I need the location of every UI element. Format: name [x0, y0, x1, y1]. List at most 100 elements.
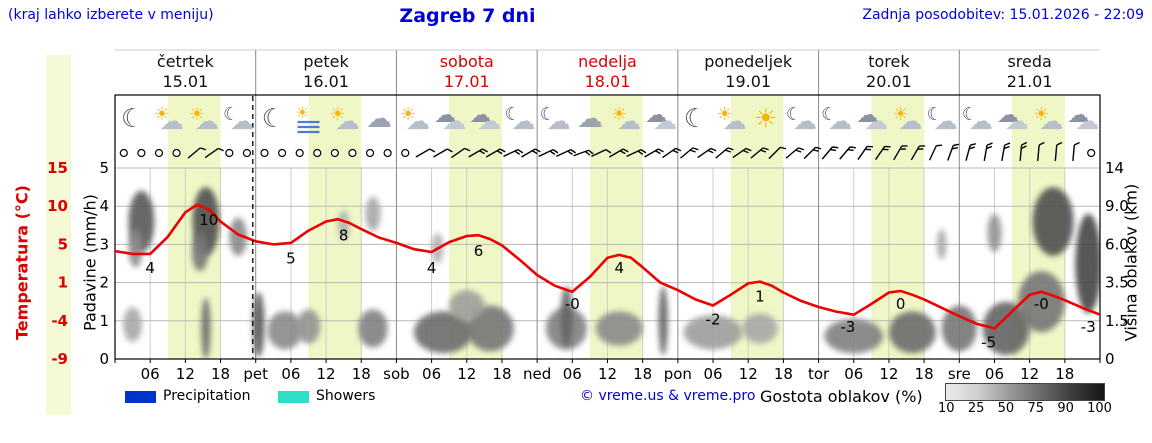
moon-cloud-icon: ☾☁: [786, 104, 817, 135]
svg-text:16.01: 16.01: [303, 72, 349, 91]
svg-text:18: 18: [492, 365, 511, 383]
svg-text:06: 06: [281, 365, 300, 383]
svg-text:☁: ☁: [645, 103, 667, 128]
cloud-density-legend-title: Gostota oblakov (%): [760, 387, 923, 406]
density-tick: 10: [938, 401, 955, 416]
svg-text:nedelja: nedelja: [578, 52, 637, 71]
svg-text:12: 12: [879, 365, 898, 383]
svg-text:0: 0: [1105, 350, 1115, 368]
cloud-height-tick-labels: 14 9.0 6.0 3.5 1.5 0: [1105, 159, 1129, 368]
svg-text:ponedeljek: ponedeljek: [704, 52, 793, 71]
svg-text:☾: ☾: [927, 104, 943, 125]
svg-text:☁: ☁: [969, 107, 993, 135]
svg-text:☁: ☁: [336, 107, 360, 135]
svg-text:17.01: 17.01: [444, 72, 490, 91]
sun-cloud-icon: ☀☁: [189, 104, 219, 135]
svg-text:☾: ☾: [540, 104, 556, 125]
svg-text:☁: ☁: [406, 107, 430, 135]
density-tick: 90: [1057, 401, 1074, 416]
moon-icon: ☾: [121, 104, 144, 134]
svg-text:18: 18: [774, 365, 793, 383]
svg-text:☁: ☁: [617, 107, 641, 135]
svg-text:5: 5: [99, 159, 109, 177]
menu-hint: (kraj lahko izberete v meniju): [8, 7, 214, 23]
svg-text:6.0: 6.0: [1105, 235, 1129, 253]
svg-text:☾: ☾: [684, 104, 707, 134]
svg-text:18: 18: [1055, 365, 1074, 383]
clouds-icon: ☁☁: [469, 103, 501, 135]
svg-text:5: 5: [58, 235, 68, 253]
svg-text:☁: ☁: [793, 107, 817, 135]
svg-text:petek: petek: [303, 52, 349, 71]
svg-text:☁: ☁: [230, 107, 254, 135]
svg-text:1: 1: [58, 274, 68, 292]
svg-text:-5: -5: [981, 333, 996, 351]
svg-text:-4: -4: [51, 312, 68, 330]
svg-text:☁: ☁: [547, 107, 571, 135]
svg-text:☾: ☾: [962, 104, 978, 125]
clouds-icon: ☁☁: [856, 103, 888, 135]
svg-text:☁: ☁: [856, 103, 878, 128]
svg-text:2: 2: [99, 274, 109, 292]
svg-text:06: 06: [844, 365, 863, 383]
sun-icon: ☀: [754, 104, 777, 134]
showers-swatch: [278, 391, 309, 403]
svg-text:8: 8: [339, 226, 349, 244]
moon-cloud-icon: ☾☁: [504, 104, 535, 135]
clouds-icon: ☁☁: [997, 103, 1029, 135]
cloud-icon: ☁: [366, 104, 392, 134]
svg-text:☾: ☾: [262, 104, 285, 134]
plot-frame: [114, 94, 1101, 360]
svg-text:-0: -0: [565, 295, 580, 313]
svg-text:18: 18: [211, 365, 230, 383]
svg-text:☀: ☀: [892, 104, 908, 125]
svg-text:18.01: 18.01: [585, 72, 631, 91]
svg-text:☁: ☁: [653, 107, 677, 135]
moon-cloud-icon: ☾☁: [962, 104, 993, 135]
moon-icon: ☾: [684, 104, 707, 134]
clouds-icon: ☁☁: [645, 103, 677, 135]
moon-cloud-icon: ☾☁: [927, 104, 958, 135]
svg-text:12: 12: [1020, 365, 1039, 383]
svg-text:1: 1: [99, 312, 109, 330]
svg-text:☁: ☁: [864, 107, 888, 135]
svg-text:☾: ☾: [786, 104, 802, 125]
svg-text:3.5: 3.5: [1105, 274, 1129, 292]
svg-text:☁: ☁: [899, 107, 923, 135]
svg-text:10: 10: [199, 211, 218, 229]
moon-cloud-icon: ☾☁: [540, 104, 571, 135]
weather-icons-row: ☾ ☀☁ ☀☁ ☾☁ ☾ ☀ ☀☁ ☁ ☀☁ ☁☁ ☁☁ ☾☁ ☾☁ ☁ ☀☁ ☁☁ ☾ ☀☁ ☀ ☾☁ ☾☁ ☁☁ ☀☁ ☾…: [121, 103, 1099, 135]
svg-text:06: 06: [563, 365, 582, 383]
svg-text:☁: ☁: [1039, 107, 1063, 135]
precipitation-swatch: [125, 391, 156, 403]
svg-text:-0: -0: [1034, 295, 1049, 313]
svg-text:18: 18: [633, 365, 652, 383]
svg-text:pon: pon: [664, 365, 692, 383]
svg-text:☁: ☁: [160, 107, 184, 135]
svg-text:21.01: 21.01: [1007, 72, 1053, 91]
svg-text:☁: ☁: [469, 103, 491, 128]
clouds-icon: ☁☁: [1067, 103, 1099, 135]
svg-text:12: 12: [598, 365, 617, 383]
svg-text:1.5: 1.5: [1105, 312, 1129, 330]
svg-text:4: 4: [145, 259, 155, 277]
svg-text:4: 4: [427, 259, 437, 277]
svg-text:☁: ☁: [723, 107, 747, 135]
sun-cloud-icon: ☀☁: [1033, 104, 1063, 135]
svg-text:☀: ☀: [154, 104, 170, 125]
svg-text:☁: ☁: [934, 107, 958, 135]
svg-text:☾: ☾: [223, 104, 239, 125]
svg-text:19.01: 19.01: [725, 72, 771, 91]
sun-cloud-icon: ☀☁: [717, 104, 747, 135]
svg-text:četrtek: četrtek: [157, 52, 215, 71]
svg-text:☁: ☁: [477, 107, 501, 135]
cloud-icon: ☁: [577, 104, 603, 134]
cloud-density-tick-labels: 10 25 50 75 90 100: [938, 401, 1112, 416]
density-tick: 50: [997, 401, 1015, 416]
svg-text:18: 18: [915, 365, 934, 383]
svg-text:tor: tor: [808, 365, 830, 383]
copyright-link[interactable]: © vreme.us & vreme.pro: [580, 388, 756, 404]
wind-barbs-row: [119, 141, 1096, 162]
